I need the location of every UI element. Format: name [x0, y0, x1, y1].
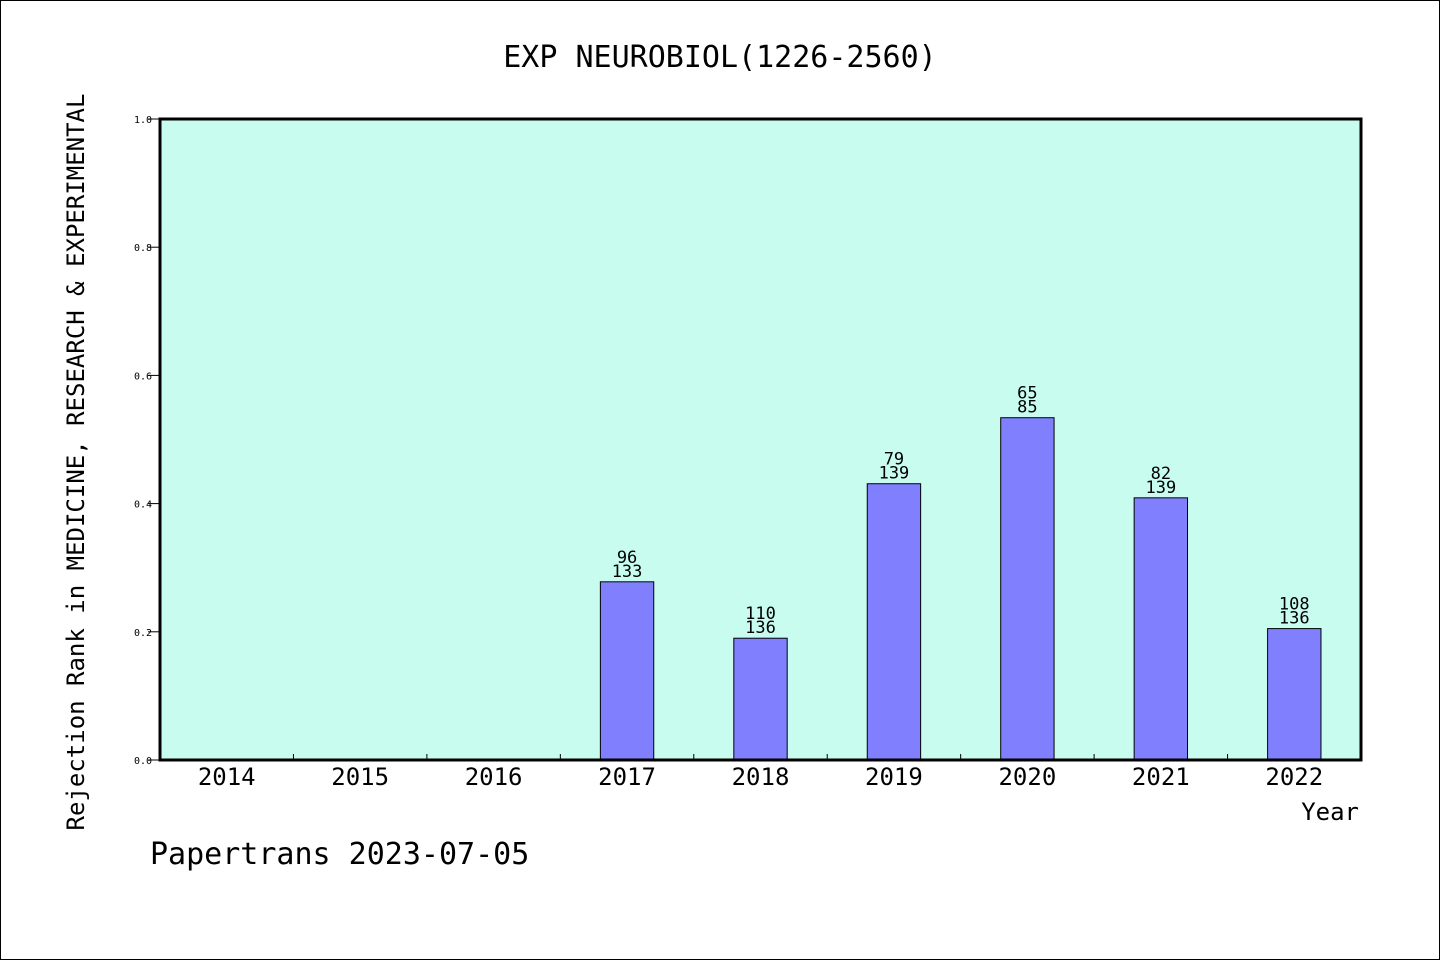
bar-label-bottom: 136	[745, 618, 776, 638]
y-tick-label: 0.8	[134, 243, 152, 254]
bar-label-bottom: 133	[612, 562, 643, 582]
bar-2021	[1133, 497, 1189, 761]
x-tick-label: 2016	[465, 763, 523, 791]
y-axis-ticks: 0.0 0.2 0.4 0.6 0.8 1.0	[134, 115, 160, 767]
y-axis-label: Rejection Rank in MEDICINE, RESEARCH & E…	[62, 94, 90, 831]
chart-title: EXP NEUROBIOL(1226-2560)	[503, 40, 936, 75]
y-tick-label: 0.6	[134, 371, 152, 382]
bar-label-bottom: 85	[1017, 398, 1037, 418]
footer-credit: Papertrans 2023-07-05	[150, 837, 529, 872]
bar-2018	[733, 637, 788, 761]
y-tick-label: 0.2	[134, 628, 152, 639]
x-tick-label: 2020	[998, 763, 1056, 791]
x-axis-label: Year	[1301, 798, 1359, 826]
bar-label-top: 79	[884, 450, 904, 470]
bar-label-top: 110	[745, 604, 776, 624]
bar-label-top: 96	[617, 548, 637, 568]
bar-2019	[866, 483, 922, 761]
y-tick-label: 0.4	[134, 500, 152, 511]
x-tick-label: 2019	[865, 763, 923, 791]
bar-2022	[1267, 628, 1322, 761]
plot-frame	[158, 117, 1363, 762]
bar-2017	[599, 581, 655, 761]
x-tick-label: 2021	[1132, 763, 1190, 791]
x-tick-label: 2015	[331, 763, 389, 791]
bar-label-top: 65	[1017, 384, 1037, 404]
bar-label-bottom: 136	[1279, 609, 1310, 629]
bar-label-top: 82	[1151, 464, 1171, 484]
x-tick-label: 2017	[598, 763, 656, 791]
x-axis-ticks: 2014 2015 2016 2017 2018 2019 2020 2021 2022	[198, 754, 1323, 791]
x-tick-label: 2018	[732, 763, 790, 791]
x-tick-label: 2022	[1265, 763, 1323, 791]
bar-label-top: 108	[1279, 595, 1310, 615]
bar-2020	[1000, 417, 1055, 761]
x-tick-label: 2014	[198, 763, 256, 791]
y-tick-label: 0.0	[134, 756, 152, 767]
bar-label-bottom: 139	[879, 464, 910, 484]
y-tick-label: 1.0	[134, 115, 152, 126]
bar-label-bottom: 139	[1145, 478, 1176, 498]
